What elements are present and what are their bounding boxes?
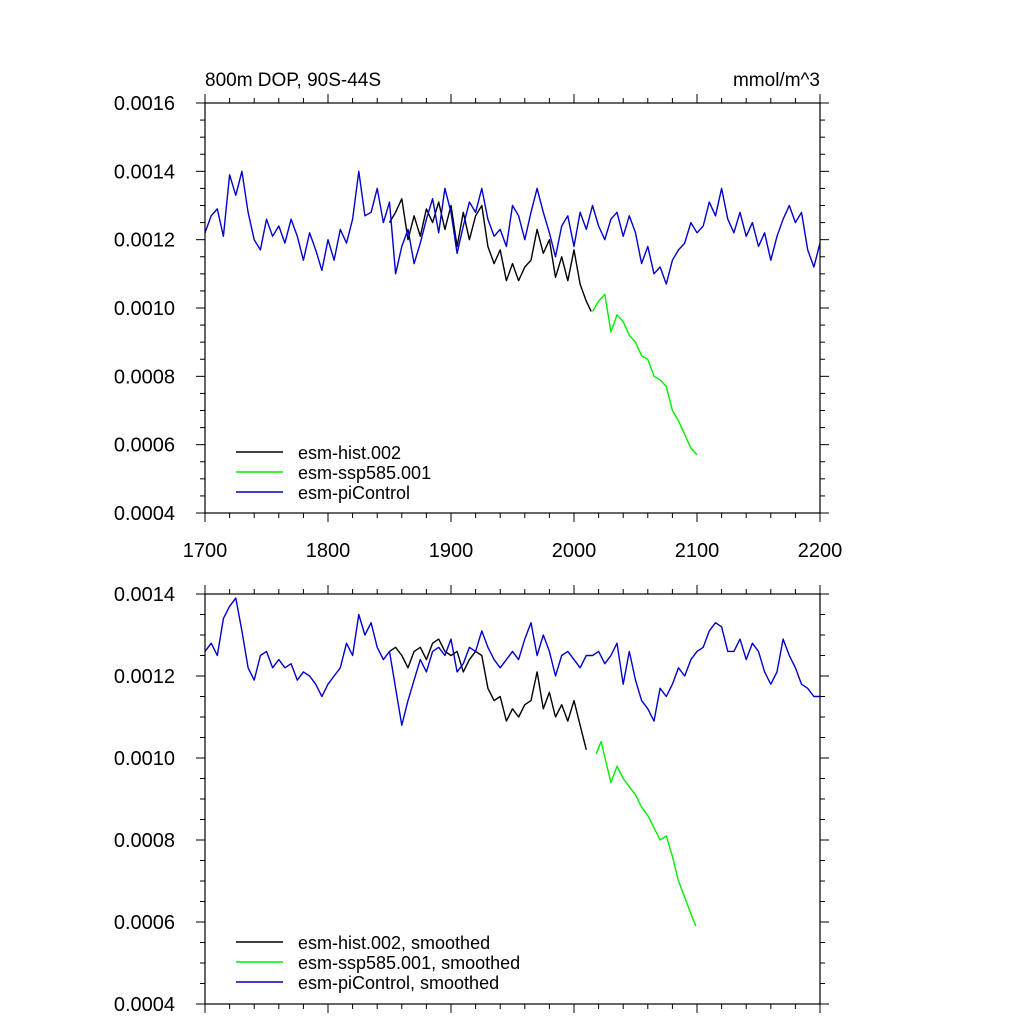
chart-title: 800m DOP, 90S-44S [205,70,381,91]
legend-label: esm-piControl, smoothed [298,973,499,993]
tick-labels: 0.0016 0.0014 0.0012 0.0010 0.0008 0.0006 0.00… [114,93,842,562]
y-tick-label: 0.0004 [114,503,175,525]
x-tick-label: 2000 [552,540,597,562]
x-tick-label: 1700 [183,540,228,562]
series-line [388,197,592,312]
y-tick-label: 0.0012 [114,230,175,252]
y-tick-label: 0.0008 [114,366,175,388]
series-line [591,293,698,456]
units-label: mmol/m^3 [733,70,820,91]
axis-ticks [196,585,829,1013]
legend-label: esm-piControl [298,483,410,503]
plot-frame [204,102,821,514]
x-tick-label: 2200 [798,540,843,562]
legend-label: esm-ssp585.001, smoothed [298,953,520,973]
y-tick-label: 0.0014 [114,584,175,606]
y-tick-label: 0.0006 [114,912,175,934]
y-tick-label: 0.0012 [114,666,175,688]
y-tick-label: 0.0016 [114,93,175,115]
plot-frame [204,593,821,1005]
y-tick-label: 0.0004 [114,994,175,1016]
y-tick-label: 0.0006 [114,435,175,457]
series-group [204,597,820,927]
bottom-chart: 0.0014 0.0012 0.0010 0.0008 0.0006 0.0004 esm… [114,584,829,1016]
top-chart: 800m DOP, 90S-44S mmol/m^3 0.00160.00140… [114,70,842,562]
series-group [204,170,821,456]
x-tick-label: 2100 [675,540,720,562]
series-line [389,638,587,750]
x-tick-label: 1900 [429,540,474,562]
y-tick-label: 0.0010 [114,748,175,770]
axis-ticks [196,94,829,522]
legend-label: esm-hist.002 [298,443,401,463]
series-line [204,170,821,285]
x-tick-label: 1800 [306,540,351,562]
series-line [595,740,697,927]
y-tick-label: 0.0008 [114,830,175,852]
y-tick-label: 0.0014 [114,161,175,183]
series-line [204,597,820,726]
legend-label: esm-hist.002, smoothed [298,933,490,953]
tick-labels: 0.0014 0.0012 0.0010 0.0008 0.0006 0.0004 [114,584,175,1016]
legend-label: esm-ssp585.001 [298,463,431,483]
y-tick-label: 0.0010 [114,298,175,320]
